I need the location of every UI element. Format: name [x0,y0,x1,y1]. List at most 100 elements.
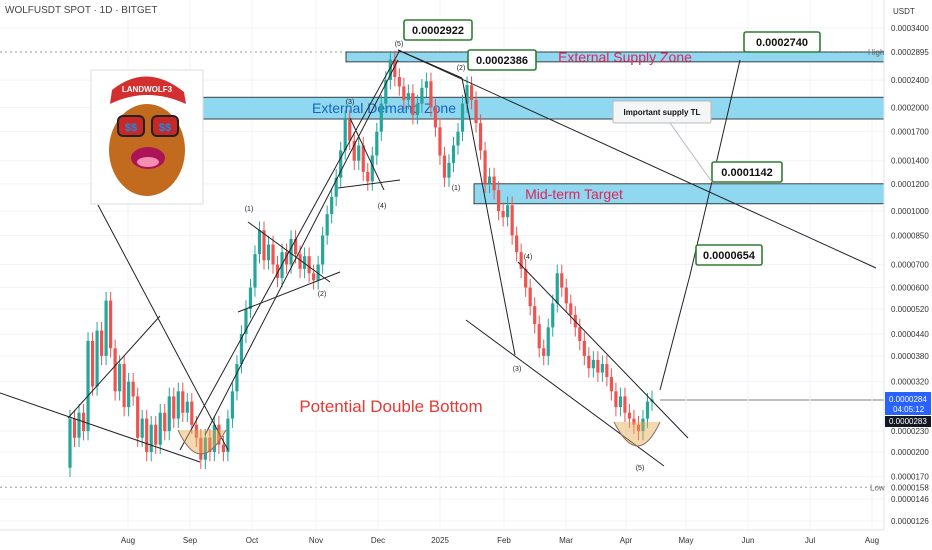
candle-body [293,238,298,255]
wedge-b [237,271,341,313]
candle-body [388,59,392,81]
price-tick-label: 0.0000230 [891,427,929,436]
wave-label: (1) [245,206,254,213]
wave-label: (4) [378,203,387,210]
candle-body [501,211,505,218]
wave-label: (3) [346,99,355,106]
candle-body [451,145,456,163]
candle-body [415,103,419,116]
wave-label: (2) [457,65,466,72]
candle-body [343,119,347,151]
double-bottom-label: Potential Double Bottom [299,397,482,416]
candle-body [456,131,460,146]
callouts: 0.0002922 0.0002386 0.0002740 0.0001142 0.00… [299,19,821,416]
candle-body [627,412,632,419]
candle-body [248,287,253,309]
time-label: Apr [620,536,633,545]
candle-body [194,424,198,438]
price-tick-label: 0.0001700 [891,128,929,137]
candle-body [605,364,609,378]
price-tick-label: 0.0002400 [891,76,929,85]
candle-body [167,396,171,432]
bottom-arc-left [177,429,227,455]
price-tick-label: 0.0000146 [891,495,929,504]
candle-body [420,87,424,104]
candle-body [636,424,641,432]
candle-body [217,424,221,445]
candle-body [469,85,474,101]
candle-body [438,127,442,156]
candle-body [127,381,131,408]
candle-body [433,107,438,128]
price-tick-label: 0.0001200 [891,180,929,189]
candle-body [510,205,514,236]
price-tick-label: 0.0000850 [891,231,929,240]
time-label: Sep [183,536,198,545]
symbol-header: WOLFUSDT SPOT · 1D · BITGET [5,5,157,16]
candle-body [555,273,559,304]
candle-body [271,244,275,265]
projection-path [659,59,741,391]
zone-rect [124,96,885,120]
candle-body [542,348,546,356]
callout-box [711,161,783,183]
candle-body [185,401,189,413]
candle-body [212,424,216,452]
candle-body [316,264,320,281]
candle-body [487,176,492,184]
candle-body [99,330,104,356]
wave-label: (4) [524,254,533,261]
price-tick-label: 0.0000520 [891,305,929,314]
time-label: Jun [742,536,755,545]
candle-body [154,424,158,445]
candle-body [397,76,401,87]
price-tick-label: 0.0001400 [891,157,929,166]
candle-body [533,306,537,325]
candle-body [519,252,523,269]
prev-close-tag [885,416,931,427]
candle-body [352,140,356,161]
time-label: Jul [805,536,815,545]
candle-body [478,123,483,151]
time-axis: Aug Sep Oct Nov Dec 2025 Feb Mar Apr May Jun Jul Aug [0,529,884,545]
candle-body [537,324,541,349]
candle-body [190,401,194,425]
candle-body [312,273,316,281]
price-tick-label: 0.0002000 [891,103,929,112]
channel-upper [517,261,689,439]
candle-body [483,150,487,184]
zone-label: External Demand Zone [312,100,456,116]
bottom-arc-right [613,421,661,447]
candle-body [199,437,203,460]
price-tick-label: 0.0001000 [891,207,929,216]
wave-label: (3) [513,366,522,373]
price-tick-label: 0.0000200 [891,448,929,457]
candle-body [122,364,126,408]
trend-lines [0,49,877,467]
candle-body [289,238,293,265]
price-tick-label: 0.0000320 [891,378,929,387]
candle-body [591,359,595,369]
candle-body [321,235,325,265]
bar-countdown: 04:05:12 [893,405,925,414]
candle-body [244,308,248,334]
candle-body [497,190,501,212]
candle-body [72,418,77,438]
candle-body [506,205,510,218]
trendline-drop [461,77,516,356]
candle-body [460,103,465,132]
callout-box [467,49,537,71]
candle-body [176,391,180,419]
candle-body [384,80,388,104]
trendline-lower-left [0,392,201,463]
candle-body [275,264,280,278]
candle-body [235,364,239,392]
callout-label: Important supply TL [624,108,701,117]
high-value: 0.0002895 [891,48,929,57]
currency-label: USDT [893,7,915,16]
time-label: 2025 [431,536,449,545]
callout-label: 0.0000654 [703,250,756,262]
candle-body [230,391,235,419]
